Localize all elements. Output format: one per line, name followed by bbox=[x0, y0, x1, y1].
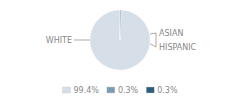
legend: 99.4% 0.3% 0.3% bbox=[62, 86, 177, 95]
pie-slice bbox=[120, 10, 121, 40]
bracket-line bbox=[156, 33, 157, 47]
legend-swatch bbox=[62, 87, 70, 93]
slice-label: ASIAN bbox=[159, 29, 183, 38]
legend-label: 0.3% bbox=[118, 86, 139, 95]
legend-label: 0.3% bbox=[157, 86, 178, 95]
legend-swatch bbox=[146, 87, 154, 93]
slice-label: WHITE bbox=[46, 36, 72, 45]
leader-line bbox=[74, 40, 90, 41]
pie bbox=[90, 10, 150, 70]
leader-line bbox=[150, 44, 156, 47]
pie-slice bbox=[120, 10, 122, 40]
pie-slice bbox=[90, 10, 150, 70]
leader-line bbox=[150, 33, 156, 34]
slice-label: HISPANIC bbox=[159, 43, 197, 52]
legend-label: 99.4% bbox=[73, 86, 99, 95]
chart: WHITE ASIAN HISPANIC 99.4% 0.3% 0.3% bbox=[0, 0, 240, 100]
legend-swatch bbox=[107, 87, 115, 93]
